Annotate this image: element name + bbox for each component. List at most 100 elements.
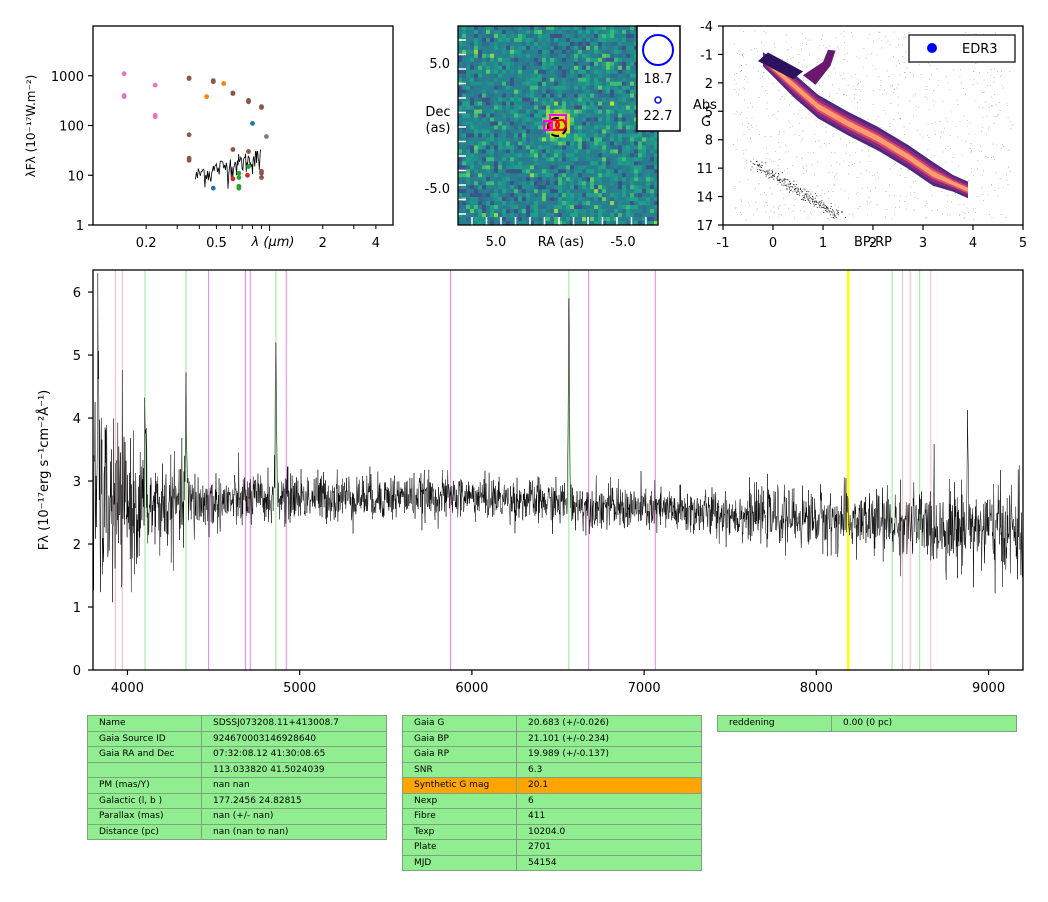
image-pixel — [594, 26, 599, 31]
image-pixel — [654, 153, 659, 158]
image-pixel — [626, 153, 631, 158]
image-pixel — [654, 133, 659, 138]
image-pixel — [622, 26, 627, 31]
image-pixel — [474, 205, 479, 210]
sed-point — [236, 170, 242, 176]
image-pixel — [462, 205, 467, 210]
image-pixel — [590, 181, 595, 186]
image-pixel — [650, 181, 655, 186]
image-pixel — [466, 165, 471, 170]
image-pixel — [594, 125, 599, 130]
sed-point — [230, 147, 236, 152]
image-pixel — [522, 49, 527, 55]
image-pixel — [590, 65, 595, 71]
image-pixel — [462, 45, 467, 51]
image-pixel — [558, 73, 563, 79]
image-pixel — [606, 161, 611, 166]
image-pixel — [558, 53, 563, 59]
image-pixel — [498, 93, 503, 98]
image-pixel — [634, 129, 639, 134]
image-pixel — [526, 57, 531, 63]
image-pixel — [546, 81, 551, 86]
image-pixel — [546, 29, 551, 35]
image-pixel — [558, 177, 563, 182]
image-pixel — [622, 217, 627, 222]
image-pixel — [498, 37, 503, 43]
image-pixel — [574, 209, 579, 214]
image-pixel — [634, 213, 639, 218]
image-pixel — [602, 145, 607, 150]
image-pixel — [494, 129, 499, 134]
image-pixel — [650, 169, 655, 174]
image-pixel — [486, 161, 491, 166]
image-pixel — [538, 165, 543, 170]
table-key-cell: Synthetic G mag — [402, 777, 517, 794]
image-pixel — [514, 97, 519, 102]
image-pixel — [590, 45, 595, 51]
image-pixel — [462, 53, 467, 59]
image-pixel — [562, 26, 567, 31]
image-pixel — [458, 73, 463, 79]
image-pixel — [654, 213, 659, 218]
image-pixel — [618, 157, 623, 162]
image-square-marker-small — [543, 120, 553, 131]
image-pixel — [498, 145, 503, 150]
sed-point — [259, 170, 264, 176]
image-pixel — [490, 101, 495, 106]
image-pixel — [618, 145, 623, 150]
image-pixel — [582, 85, 587, 90]
image-pixel — [654, 149, 659, 154]
image-pixel — [514, 117, 519, 122]
image-pixel — [554, 81, 559, 86]
image-pixel — [518, 165, 523, 170]
image-pixel — [558, 49, 563, 55]
image-pixel — [646, 137, 651, 142]
image-pixel — [470, 149, 475, 154]
image-pixel — [490, 61, 495, 67]
image-pixel — [534, 217, 539, 222]
image-pixel — [486, 217, 491, 222]
image-pixel — [526, 173, 531, 178]
image-pixel — [542, 93, 547, 98]
image-pixel — [598, 65, 603, 71]
cmd-ytick-label: 17 — [696, 219, 713, 234]
image-pixel — [594, 161, 599, 166]
image-pixel — [518, 61, 523, 67]
image-pixel — [610, 217, 615, 222]
image-pixel — [622, 57, 627, 63]
image-pixel — [650, 197, 655, 202]
image-pixel — [462, 173, 467, 178]
info-table-identity: Name SDSSJ073208.11+413008.7 Gaia Source I… — [87, 715, 387, 840]
image-pixel — [510, 157, 515, 162]
image-pixel — [610, 165, 615, 170]
table-row: Nexp 6 — [402, 792, 702, 809]
image-pixel — [578, 129, 583, 134]
image-pixel — [594, 177, 599, 182]
image-pixel — [518, 217, 523, 222]
image-pixel — [542, 149, 547, 154]
image-pixel — [530, 153, 535, 158]
image-pixel — [630, 105, 635, 110]
image-pixel — [566, 141, 571, 146]
image-pixel — [522, 205, 527, 210]
image-pixel — [598, 93, 603, 98]
image-pixel — [530, 37, 535, 43]
image-pixel — [558, 129, 563, 134]
image-pixel — [594, 121, 599, 126]
image-pixel — [594, 89, 599, 94]
image-pixel — [630, 181, 635, 186]
image-pixel — [594, 181, 599, 186]
image-pixel — [494, 121, 499, 126]
image-pixel — [590, 177, 595, 182]
image-pixel — [526, 177, 531, 182]
image-pixel — [630, 81, 635, 86]
image-pixel — [622, 213, 627, 218]
image-pixel — [538, 153, 543, 158]
image-pixel — [510, 201, 515, 206]
image-pixel — [506, 49, 511, 55]
image-pixel — [514, 157, 519, 162]
image-pixel — [478, 149, 483, 154]
image-pixel — [478, 185, 483, 190]
image-pixel — [526, 105, 531, 110]
image-pixel — [614, 201, 619, 206]
